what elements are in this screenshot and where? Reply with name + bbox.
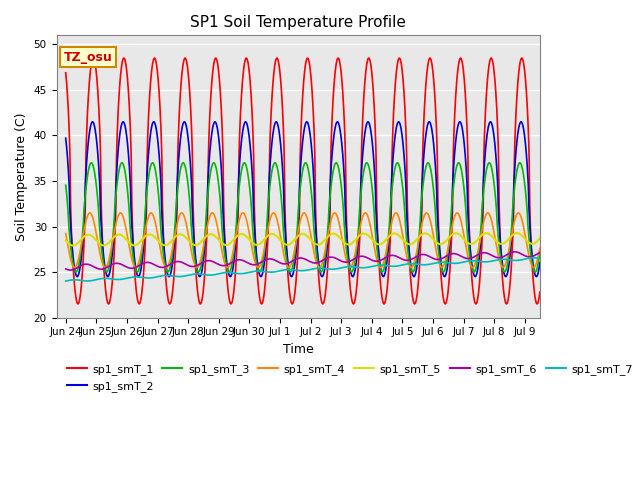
- sp1_smT_3: [459, 175, 467, 181]
- sp1_smT_6: [67, 267, 74, 273]
- Line: sp1_smT_1: sp1_smT_1: [66, 58, 540, 304]
- sp1_smT_7: [240, 271, 248, 276]
- sp1_smT_5: [443, 237, 451, 243]
- sp1_smT_3: [100, 261, 108, 267]
- sp1_smT_1: [74, 301, 82, 307]
- sp1_smT_1: [522, 84, 530, 90]
- sp1_smT_7: [109, 276, 117, 282]
- sp1_smT_1: [444, 296, 451, 301]
- sp1_smT_7: [530, 255, 538, 261]
- sp1_smT_6: [511, 249, 518, 255]
- sp1_smT_3: [62, 182, 70, 188]
- X-axis label: Time: Time: [283, 343, 314, 356]
- sp1_smT_3: [444, 256, 451, 262]
- sp1_smT_5: [109, 235, 117, 240]
- sp1_smT_2: [459, 128, 467, 134]
- sp1_smT_6: [99, 266, 107, 272]
- sp1_smT_2: [100, 254, 108, 260]
- Text: TZ_osu: TZ_osu: [64, 51, 113, 64]
- sp1_smT_7: [536, 255, 544, 261]
- sp1_smT_2: [89, 119, 97, 125]
- sp1_smT_2: [74, 274, 81, 279]
- Line: sp1_smT_2: sp1_smT_2: [66, 122, 540, 276]
- sp1_smT_2: [522, 148, 530, 154]
- sp1_smT_2: [62, 135, 70, 141]
- sp1_smT_4: [241, 211, 248, 217]
- sp1_smT_4: [100, 264, 108, 269]
- sp1_smT_7: [62, 278, 70, 284]
- sp1_smT_6: [62, 266, 70, 272]
- sp1_smT_2: [110, 233, 118, 239]
- sp1_smT_3: [110, 223, 118, 229]
- sp1_smT_1: [536, 289, 544, 295]
- sp1_smT_7: [443, 260, 451, 265]
- Line: sp1_smT_3: sp1_smT_3: [66, 163, 540, 272]
- sp1_smT_5: [513, 230, 521, 236]
- sp1_smT_4: [459, 226, 467, 232]
- sp1_smT_5: [522, 237, 530, 243]
- sp1_smT_1: [110, 257, 118, 263]
- sp1_smT_5: [536, 236, 544, 241]
- Title: SP1 Soil Temperature Profile: SP1 Soil Temperature Profile: [191, 15, 406, 30]
- sp1_smT_5: [241, 232, 248, 238]
- sp1_smT_6: [241, 258, 248, 264]
- sp1_smT_5: [62, 238, 70, 243]
- sp1_smT_4: [536, 245, 544, 251]
- sp1_smT_2: [241, 120, 248, 126]
- sp1_smT_1: [100, 263, 108, 268]
- sp1_smT_1: [459, 62, 467, 68]
- sp1_smT_6: [522, 253, 530, 259]
- sp1_smT_5: [69, 243, 77, 249]
- sp1_smT_7: [522, 256, 529, 262]
- Line: sp1_smT_4: sp1_smT_4: [66, 213, 540, 267]
- sp1_smT_4: [71, 264, 79, 270]
- sp1_smT_4: [86, 210, 93, 216]
- Line: sp1_smT_7: sp1_smT_7: [66, 258, 540, 281]
- sp1_smT_6: [109, 261, 117, 267]
- sp1_smT_7: [99, 276, 107, 281]
- sp1_smT_5: [459, 235, 467, 240]
- sp1_smT_3: [88, 160, 95, 166]
- sp1_smT_4: [110, 232, 118, 238]
- sp1_smT_6: [536, 250, 544, 255]
- Legend: sp1_smT_1, sp1_smT_2, sp1_smT_3, sp1_smT_4, sp1_smT_5, sp1_smT_6, sp1_smT_7: sp1_smT_1, sp1_smT_2, sp1_smT_3, sp1_smT…: [62, 360, 637, 396]
- sp1_smT_3: [522, 194, 530, 200]
- Y-axis label: Soil Temperature (C): Soil Temperature (C): [15, 112, 28, 240]
- sp1_smT_4: [522, 238, 530, 243]
- sp1_smT_1: [241, 60, 248, 66]
- Line: sp1_smT_5: sp1_smT_5: [66, 233, 540, 246]
- sp1_smT_3: [536, 249, 544, 255]
- sp1_smT_1: [62, 70, 70, 76]
- sp1_smT_4: [444, 250, 451, 256]
- sp1_smT_2: [536, 260, 544, 265]
- sp1_smT_3: [72, 269, 80, 275]
- sp1_smT_2: [444, 266, 451, 272]
- sp1_smT_1: [90, 55, 97, 61]
- sp1_smT_7: [458, 260, 466, 265]
- sp1_smT_3: [241, 160, 248, 166]
- sp1_smT_4: [62, 231, 70, 237]
- sp1_smT_5: [99, 242, 107, 248]
- sp1_smT_6: [459, 254, 467, 260]
- Line: sp1_smT_6: sp1_smT_6: [66, 252, 540, 270]
- sp1_smT_6: [443, 253, 451, 259]
